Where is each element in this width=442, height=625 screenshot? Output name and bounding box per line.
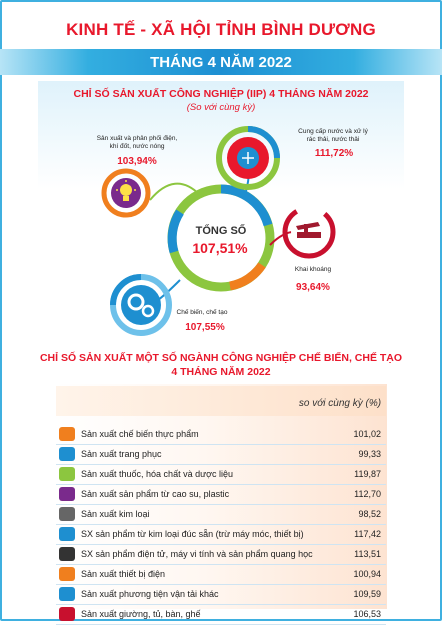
water-label-line1: Cung cấp nước và xử lý: [298, 128, 368, 135]
mining-value: 93,64%: [296, 282, 330, 293]
month-banner: [0, 49, 442, 75]
table-header: [56, 386, 386, 416]
row-label: Sản xuất phương tiện vận tải khác: [81, 589, 219, 599]
electricity-label-line1: Sản xuất và phân phối điện,: [96, 135, 178, 142]
water-label-line2: rác thải, nước thải: [306, 136, 360, 143]
center-ring: [167, 184, 275, 292]
row-label: Sản xuất kim loại: [81, 509, 150, 519]
table-row: Sản xuất chế biến thực phẩm 101,02: [56, 424, 386, 445]
row-value: 101,02: [353, 429, 381, 439]
table-row: Sản xuất thuốc, hóa chất và dược liệu 119…: [56, 464, 386, 485]
computer-icon: [59, 547, 75, 561]
row-label: Sản xuất thiết bị điện: [81, 569, 166, 579]
electricity-value: 103,94%: [117, 156, 157, 167]
water-label: Cung cấp nước và xử lý rác thải, nước th…: [288, 128, 378, 144]
row-value: 113,51: [354, 549, 381, 559]
medicine-icon: [59, 467, 75, 481]
table-row: Sản xuất trang phục 99,33: [56, 444, 386, 465]
table-row: Sản xuất thiết bị điện 100,94: [56, 564, 386, 585]
metal-icon: [59, 507, 75, 521]
row-label: Sản xuất sản phẩm từ cao su, plastic: [81, 489, 230, 499]
manufacturing-table: [55, 384, 387, 609]
processing-label: Chế biến, chế tạo: [167, 309, 237, 317]
row-value: 100,94: [353, 569, 381, 579]
row-value: 99,33: [358, 449, 381, 459]
month-label: THÁNG 4 NĂM 2022: [150, 54, 292, 71]
electricity-label: Sản xuất và phân phối điện, khí đốt, nướ…: [92, 135, 182, 151]
row-label: SX sản phẩm điện tử, máy vi tính và sản …: [81, 549, 313, 559]
page-title: KINH TẾ - XÃ HỘI TỈNH BÌNH DƯƠNG: [66, 20, 376, 39]
table-row: Sản xuất sản phẩm từ cao su, plastic 112,…: [56, 484, 386, 505]
total-label: TỔNG SỐ: [195, 225, 247, 237]
food-icon: [59, 427, 75, 441]
iip-title: CHỈ SỐ SẢN XUẤT CÔNG NGHIỆP (IIP) 4 THÁN…: [73, 88, 369, 100]
oil-pump-icon: [282, 205, 336, 259]
lightbulb-icon: [101, 168, 151, 218]
row-value: 119,87: [354, 469, 381, 479]
row-label: Sản xuất giường, tủ, bàn, ghế: [81, 609, 201, 619]
shirt-icon: [59, 447, 75, 461]
table-row: SX sản phẩm điện tử, máy vi tính và sản …: [56, 544, 386, 565]
processing-value: 107,55%: [185, 322, 225, 333]
row-value: 106,53: [353, 609, 381, 619]
row-label: Sản xuất thuốc, hóa chất và dược liệu: [81, 469, 234, 479]
column-header: so với cùng kỳ (%): [298, 398, 382, 409]
rubber-icon: [59, 487, 75, 501]
row-label: Sản xuất trang phục: [81, 449, 162, 459]
water-treatment-icon: [216, 126, 280, 190]
row-label: SX sản phẩm từ kim loại đúc sẵn (trừ máy…: [81, 529, 304, 539]
electric-device-icon: [59, 567, 75, 581]
table-row: Sản xuất kim loại 98,52: [56, 504, 386, 525]
processing-label-line1: Chế biến, chế tạo: [176, 309, 228, 316]
manufacturing-subtitle: 4 THÁNG NĂM 2022: [171, 366, 271, 378]
manufacturing-title: CHỈ SỐ SẢN XUẤT MỘT SỐ NGÀNH CÔNG NGHIỆP…: [39, 352, 403, 364]
gears-icon: [110, 274, 172, 336]
table-row: Sản xuất giường, tủ, bàn, ghế 106,53: [56, 604, 386, 625]
motorbike-icon: [59, 587, 75, 601]
row-value: 109,59: [353, 589, 381, 599]
table-row: Sản xuất phương tiện vận tải khác 109,59: [56, 584, 386, 605]
electricity-label-line2: khí đốt, nước nóng: [109, 143, 165, 150]
mining-label-line1: Khai khoáng: [294, 266, 332, 273]
iip-subtitle: (So với cùng kỳ): [186, 102, 256, 113]
row-value: 112,70: [354, 489, 381, 499]
cast-metal-icon: [59, 527, 75, 541]
row-value: 117,42: [354, 529, 381, 539]
mining-label: Khai khoáng: [283, 266, 343, 274]
row-value: 98,52: [358, 509, 381, 519]
table-row: SX sản phẩm từ kim loại đúc sẵn (trừ máy…: [56, 524, 386, 545]
iip-infographic: [101, 126, 336, 336]
total-value: 107,51%: [192, 240, 248, 256]
water-value: 111,72%: [314, 148, 354, 159]
furniture-icon: [59, 607, 75, 621]
row-label: Sản xuất chế biến thực phẩm: [81, 429, 199, 439]
